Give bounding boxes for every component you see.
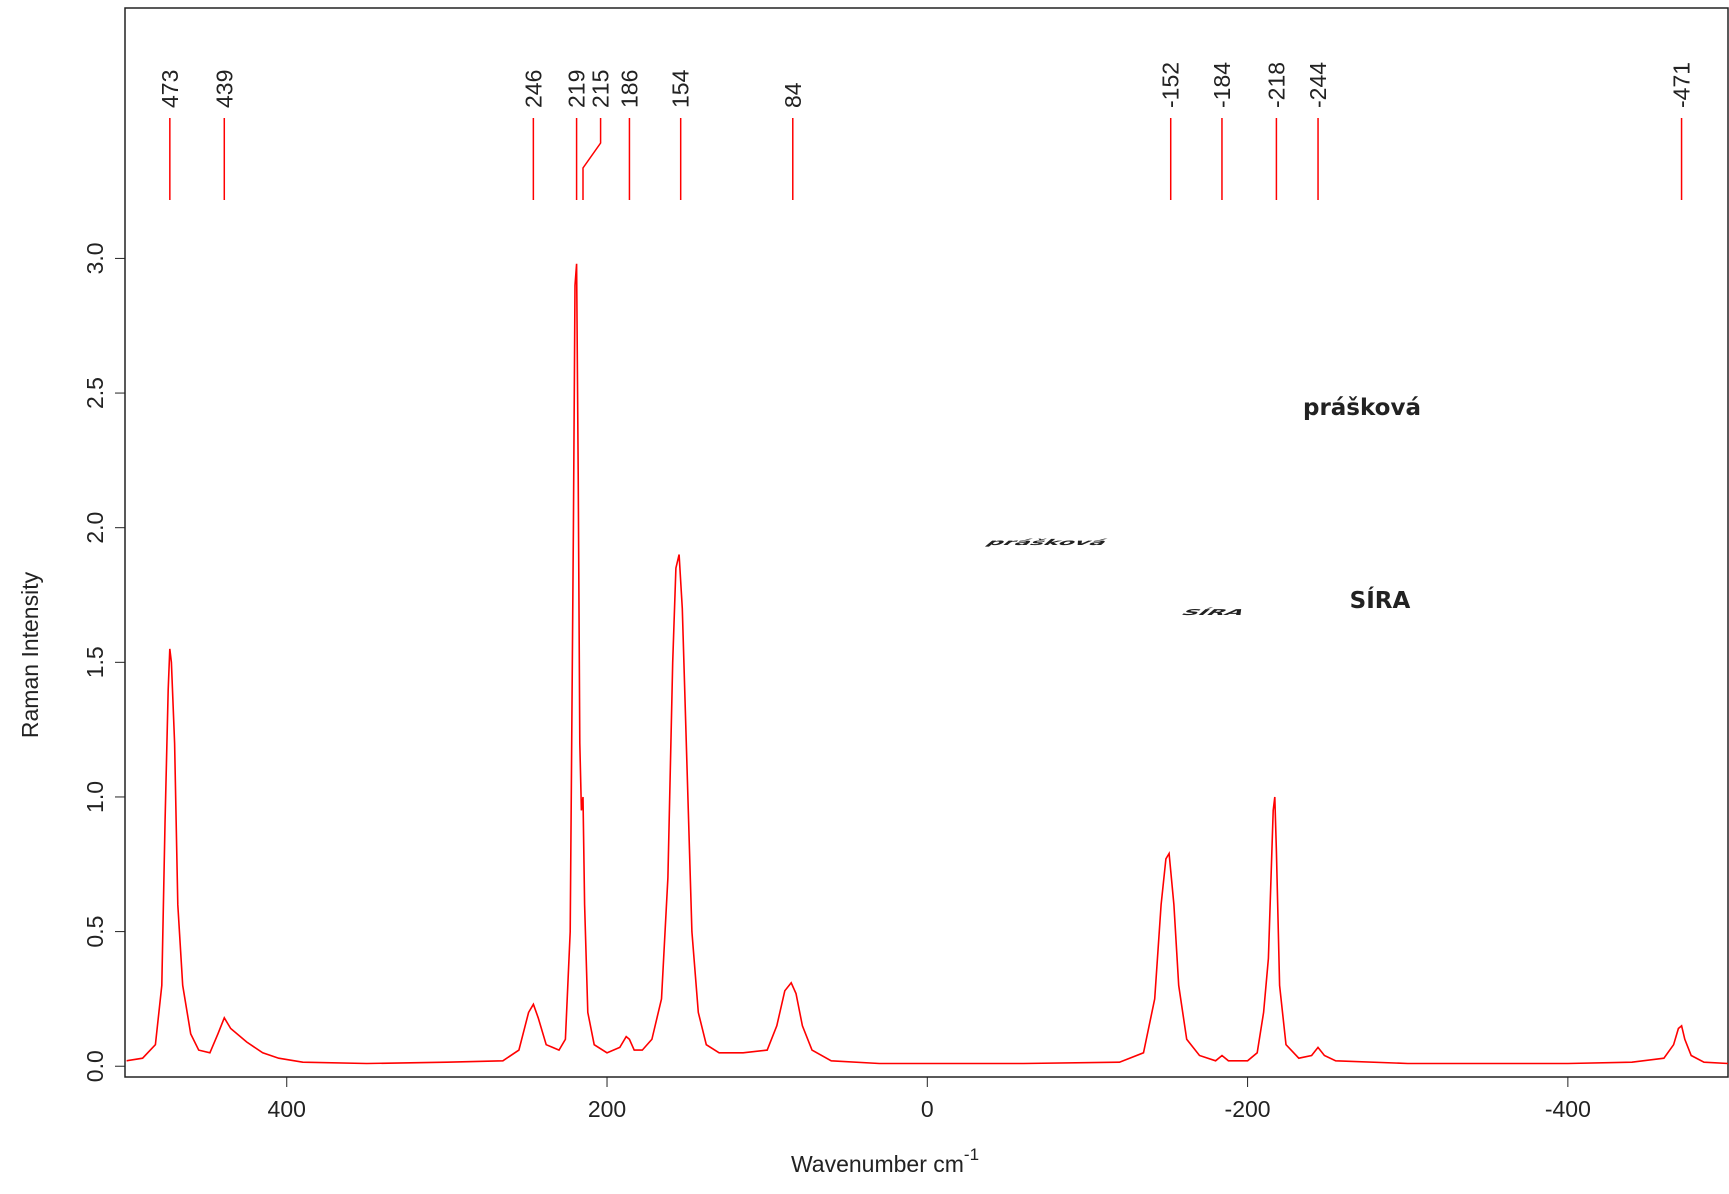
peak-label: 246 bbox=[520, 70, 546, 108]
y-tick-label: 0.5 bbox=[82, 916, 108, 948]
y-tick-label: 3.0 bbox=[82, 242, 108, 274]
x-tick-label: 400 bbox=[268, 1096, 306, 1122]
x-tick-label: 200 bbox=[588, 1096, 626, 1122]
peak-label: 439 bbox=[211, 70, 237, 108]
x-label-sup: -1 bbox=[964, 1145, 979, 1164]
annotation-shadow: prášková bbox=[982, 538, 1111, 547]
peak-label: 473 bbox=[157, 70, 183, 108]
peak-label: 219 bbox=[564, 70, 590, 108]
peak-label: 215 bbox=[588, 70, 614, 108]
y-tick-label: 1.5 bbox=[82, 646, 108, 678]
x-label-main: Wavenumber cm bbox=[791, 1151, 964, 1177]
annotation-shadow: SÍRA bbox=[1177, 608, 1250, 618]
peak-label: -471 bbox=[1669, 62, 1695, 108]
y-tick-label: 1.0 bbox=[82, 781, 108, 813]
spectrum-line bbox=[126, 263, 1729, 1065]
peak-label: -244 bbox=[1305, 62, 1331, 108]
peak-marker bbox=[582, 118, 602, 200]
peak-label: -218 bbox=[1263, 62, 1289, 108]
x-axis-label: Wavenumber cm-1 bbox=[791, 1145, 979, 1177]
plot-frame bbox=[124, 7, 1729, 1078]
peak-label: 84 bbox=[780, 82, 806, 108]
y-axis-label: Raman Intensity bbox=[17, 571, 43, 738]
peak-label: 186 bbox=[616, 70, 642, 108]
x-tick-label: -400 bbox=[1545, 1096, 1591, 1122]
annotation: prášková bbox=[1303, 395, 1421, 421]
y-tick-label: 0.0 bbox=[82, 1050, 108, 1082]
annotation: SÍRA bbox=[1350, 586, 1411, 614]
peak-label: -152 bbox=[1158, 62, 1184, 108]
y-tick-label: 2.5 bbox=[82, 377, 108, 409]
peak-label: -184 bbox=[1209, 62, 1235, 108]
peak-label: 154 bbox=[668, 69, 694, 108]
x-tick-label: -200 bbox=[1225, 1096, 1271, 1122]
x-tick-label: 0 bbox=[921, 1096, 934, 1122]
y-tick-label: 2.0 bbox=[82, 512, 108, 544]
